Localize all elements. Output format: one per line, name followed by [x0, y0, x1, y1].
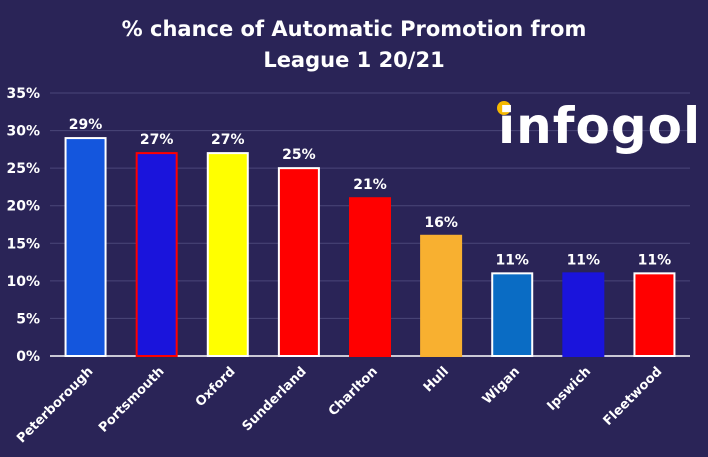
y-tick-label: 20% [6, 199, 40, 215]
bar [64, 137, 107, 357]
x-tick-label: Oxford [193, 364, 239, 410]
data-label: 11% [495, 252, 529, 268]
logo-text: infogol [498, 97, 702, 155]
y-tick-label: 5% [16, 311, 40, 327]
bar [491, 272, 534, 358]
x-tick-label: Hull [421, 364, 452, 395]
y-tick-label: 30% [6, 124, 40, 140]
data-label: 25% [282, 147, 316, 163]
y-tick-label: 35% [6, 86, 40, 102]
y-tick-label: 10% [6, 274, 40, 290]
data-label: 27% [211, 132, 245, 148]
x-tick-label: Peterborough [14, 364, 96, 446]
bar [562, 272, 605, 358]
x-tick-label: Portsmouth [96, 364, 167, 435]
x-tick-label: Charlton [326, 364, 381, 419]
y-tick-label: 0% [16, 349, 40, 365]
bar [277, 167, 320, 357]
chart-title: % chance of Automatic Promotion from Lea… [0, 14, 708, 76]
bar [135, 152, 178, 357]
y-tick-label: 15% [6, 236, 40, 252]
x-tick-label: Wigan [480, 364, 523, 407]
data-label: 29% [69, 117, 103, 133]
bar [420, 234, 463, 357]
x-tick-label: Fleetwood [601, 364, 666, 429]
y-tick-label: 25% [6, 161, 40, 177]
bar [349, 197, 391, 357]
data-label: 21% [353, 177, 387, 193]
data-label: 27% [140, 132, 174, 148]
data-label: 16% [424, 215, 458, 231]
x-tick-label: Ipswich [544, 364, 594, 414]
logo-ball-icon [497, 101, 511, 115]
bar [206, 152, 249, 357]
data-label: 11% [638, 252, 672, 268]
data-label: 11% [567, 252, 601, 268]
x-tick-label: Sunderland [240, 364, 310, 434]
chart-title-line1: % chance of Automatic Promotion from [121, 17, 587, 41]
chart-title-line2: League 1 20/21 [263, 48, 445, 72]
bar [633, 272, 676, 358]
infogol-logo: infogol [498, 96, 701, 156]
